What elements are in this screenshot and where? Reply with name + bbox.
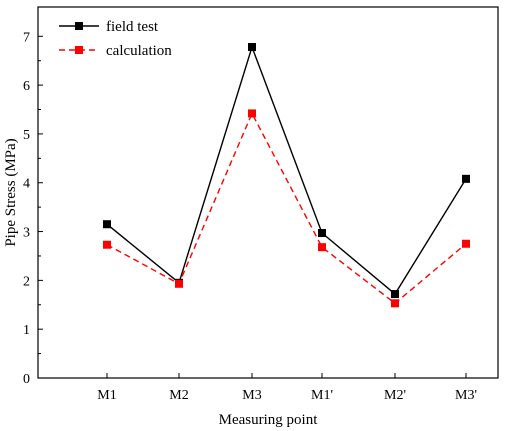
y-tick-label: 5 <box>23 128 30 143</box>
y-tick-label: 0 <box>23 372 30 387</box>
x-tick-label: M3 <box>242 388 261 403</box>
legend-label-field-test: field test <box>106 19 159 35</box>
x-tick-label: M2 <box>169 388 188 403</box>
y-tick-label: 3 <box>23 226 30 241</box>
data-point-calculation <box>103 240 111 249</box>
y-tick-label: 4 <box>23 177 30 192</box>
x-tick-label: M1' <box>311 388 333 403</box>
legend-label-calculation: calculation <box>106 43 172 59</box>
series-line-field-test <box>106 44 467 296</box>
x-axis-label: Measuring point <box>219 412 319 428</box>
x-tick-label: M1 <box>97 388 116 403</box>
data-point-calculation <box>175 279 183 288</box>
data-point-field-test <box>248 43 256 52</box>
data-point-calculation <box>318 243 326 252</box>
y-axis: 0 1 2 3 4 5 6 7 <box>23 30 43 387</box>
y-tick-label: 2 <box>23 274 30 289</box>
x-axis: M1 M2 M3 M1' M2' M3' <box>97 373 477 403</box>
y-tick-label: 6 <box>23 79 30 94</box>
series-line-calculation <box>106 111 467 305</box>
data-point-field-test <box>103 220 111 229</box>
data-point-field-test <box>318 229 326 238</box>
legend-marker-field-test <box>75 22 83 30</box>
data-point-calculation <box>391 299 399 308</box>
y-axis-label: Pipe Stress (MPa) <box>3 138 19 246</box>
x-tick-label: M3' <box>455 388 477 403</box>
data-point-calculation <box>462 239 470 248</box>
legend: field test calculation <box>59 19 172 59</box>
y-tick-label: 1 <box>23 323 30 338</box>
legend-marker-calculation <box>75 46 83 54</box>
y-tick-label: 7 <box>23 30 30 45</box>
data-point-calculation <box>248 109 256 118</box>
data-point-field-test <box>462 174 470 183</box>
x-tick-label: M2' <box>384 388 406 403</box>
data-point-field-test <box>391 290 399 299</box>
plot-frame <box>37 6 499 379</box>
series-layer <box>103 43 470 308</box>
